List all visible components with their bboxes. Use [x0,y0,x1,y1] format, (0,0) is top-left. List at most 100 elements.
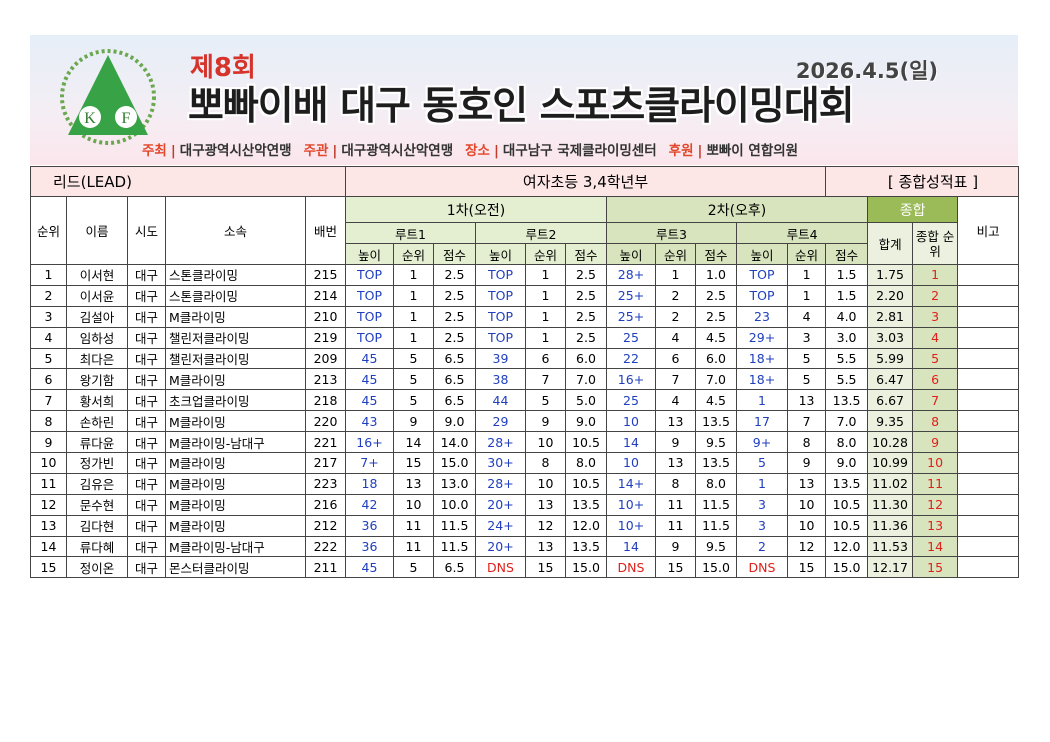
name-cell: 이서윤 [66,284,128,307]
route-rank-cell: 10 [525,472,566,495]
score-cell: 4.5 [695,326,737,349]
bib-cell: 213 [305,368,346,391]
result-row: 12 문수현 대구 M클라이밍 216 42 10 10.0 20+ 13 13.5 10+ 11 11.… [30,493,1020,516]
route-rank-cell: 10 [786,493,827,516]
region-cell: 대구 [127,535,166,558]
final-rank-cell: 6 [912,368,959,391]
score-cell: 2.5 [565,326,607,349]
total-cell: 11.02 [867,472,914,495]
bib-cell: 219 [305,326,346,349]
route-rank-cell: 8 [525,452,566,474]
route-rank-cell: 11 [655,493,696,516]
route-rank-cell: 10 [786,514,827,537]
bib-cell: 217 [305,452,346,474]
score-cell: 9.0 [565,410,607,433]
score-cell: 10.5 [825,493,869,516]
total-cell: 3.03 [867,326,914,349]
club-cell: M클라이밍-남대구 [165,535,306,558]
total-cell: 11.30 [867,493,914,516]
height-cell: 28+ [475,431,526,454]
note-cell [957,535,1020,558]
final-rank-cell: 3 [912,305,959,328]
route-rank-cell: 1 [786,284,827,307]
bib-cell: 215 [305,264,346,286]
club-cell: 초크업클라이밍 [165,389,306,412]
route-rank-cell: 13 [655,452,696,474]
route-rank-cell: 13 [525,535,566,558]
height-cell: 44 [475,389,526,412]
route-rank-cell: 10 [525,431,566,454]
route-rank-cell: 4 [655,389,696,412]
sub-header: 점수 [695,243,737,265]
score-cell: 14.0 [433,431,476,454]
total-cell: 1.75 [867,264,914,286]
height-cell: 45 [345,389,394,412]
separator: | [493,143,499,159]
score-cell: 9.5 [695,535,737,558]
banner: K F 제8회 뽀빠이배 대구 동호인 스포츠클라이밍대회 2026.4.5(일… [30,35,1018,165]
score-cell: 12.0 [825,535,869,558]
height-cell: 18 [345,472,394,495]
route-rank-cell: 12 [525,514,566,537]
sub-header: 점수 [825,243,869,265]
rank-cell: 6 [30,368,67,391]
separator: | [170,143,176,159]
height-cell: 25 [606,389,656,412]
score-cell: 10.5 [825,514,869,537]
route-rank-cell: 9 [786,452,827,474]
region-cell: 대구 [127,368,166,391]
height-cell: 7+ [345,452,394,474]
rank-cell: 2 [30,284,67,307]
route-header: 루트4 [735,222,869,244]
sub-header: 높이 [736,243,788,265]
route-rank-cell: 7 [786,410,827,433]
club-cell: M클라이밍 [165,368,306,391]
sponsor-name: 대구광역시산악연맹 [341,143,454,159]
score-cell: 11.5 [695,514,737,537]
route-rank-cell: 7 [655,368,696,391]
final-header: 종합 순위 [912,222,959,265]
score-cell: 6.0 [565,347,607,370]
total-cell: 5.99 [867,347,914,370]
col-header: 순위 [30,196,67,265]
height-cell: TOP [736,284,788,307]
route-rank-cell: 3 [786,326,827,349]
sponsor-role: 후원 [668,143,694,159]
height-cell: DNS [736,556,788,579]
height-cell: 45 [345,368,394,391]
height-cell: 36 [345,535,394,558]
result-row: 13 김다현 대구 M클라이밍 212 36 11 11.5 24+ 12 12.0 10+ 11 11.… [30,514,1020,537]
final-rank-cell: 2 [912,284,959,307]
rank-cell: 13 [30,514,67,537]
score-cell: 6.5 [433,389,476,412]
height-cell: 5 [736,452,788,474]
region-cell: 대구 [127,514,166,537]
sub-header: 순위 [393,243,434,265]
final-rank-cell: 8 [912,410,959,433]
score-cell: 1.5 [825,264,869,286]
logo-letter: K [84,110,96,127]
route-rank-cell: 5 [393,556,434,579]
bib-cell: 211 [305,556,346,579]
bib-cell: 210 [305,305,346,328]
score-cell: 2.5 [433,264,476,286]
route-rank-cell: 5 [393,368,434,391]
score-cell: 2.5 [433,326,476,349]
score-cell: 9.0 [433,410,476,433]
route-rank-cell: 7 [525,368,566,391]
region-cell: 대구 [127,326,166,349]
rank-cell: 11 [30,472,67,495]
score-cell: 13.5 [565,535,607,558]
note-cell [957,431,1020,454]
score-cell: 15.0 [433,452,476,474]
result-row: 3 김설아 대구 M클라이밍 210 TOP 1 2.5 TOP 1 2.5 25+ 2 2.5 23 4 4.… [30,305,1020,328]
total-cell: 11.36 [867,514,914,537]
note-cell [957,368,1020,391]
final-rank-cell: 14 [912,535,959,558]
score-cell: 13.5 [825,389,869,412]
logo: K F [60,49,156,145]
sponsor-role: 장소 [465,143,490,159]
height-cell: 38 [475,368,526,391]
score-cell: 13.5 [825,472,869,495]
route-rank-cell: 1 [393,264,434,286]
